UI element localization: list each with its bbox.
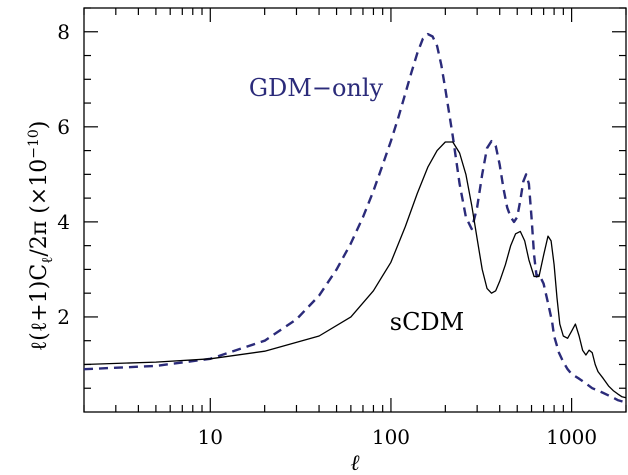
y-tick-label: 8: [57, 20, 70, 44]
x-tick-label: 100: [372, 425, 410, 449]
y-axis-title: ℓ(ℓ+1)Cℓ/2π (×10−10): [26, 121, 56, 352]
gdm-only-label: GDM−only: [249, 74, 384, 102]
y-tick-label: 2: [57, 305, 70, 329]
x-tick-label: 10: [198, 425, 223, 449]
y-axis-title-tail: /2π (×10: [27, 159, 52, 257]
y-axis-title-exp: −10: [26, 129, 42, 159]
axes-layer: 10 100 1000 2 4 6 8: [57, 7, 627, 449]
y-axis-title-main: ℓ(ℓ+1)C: [27, 264, 52, 352]
plot-frame: [83, 7, 627, 413]
x-axis-title: ℓ: [350, 451, 360, 475]
series-layer: [83, 32, 627, 404]
y-tick-label: 4: [57, 210, 70, 234]
gdm-only-curve: [83, 32, 627, 404]
scdm-label: sCDM: [390, 308, 465, 336]
y-axis-title-close: ): [27, 121, 52, 130]
y-tick-label: 6: [57, 115, 70, 139]
y-axis-title-sub: ℓ: [38, 257, 56, 264]
scdm-curve: [83, 141, 627, 399]
x-tick-label: 1000: [546, 425, 597, 449]
labels-layer: GDM−only sCDM: [249, 74, 464, 336]
